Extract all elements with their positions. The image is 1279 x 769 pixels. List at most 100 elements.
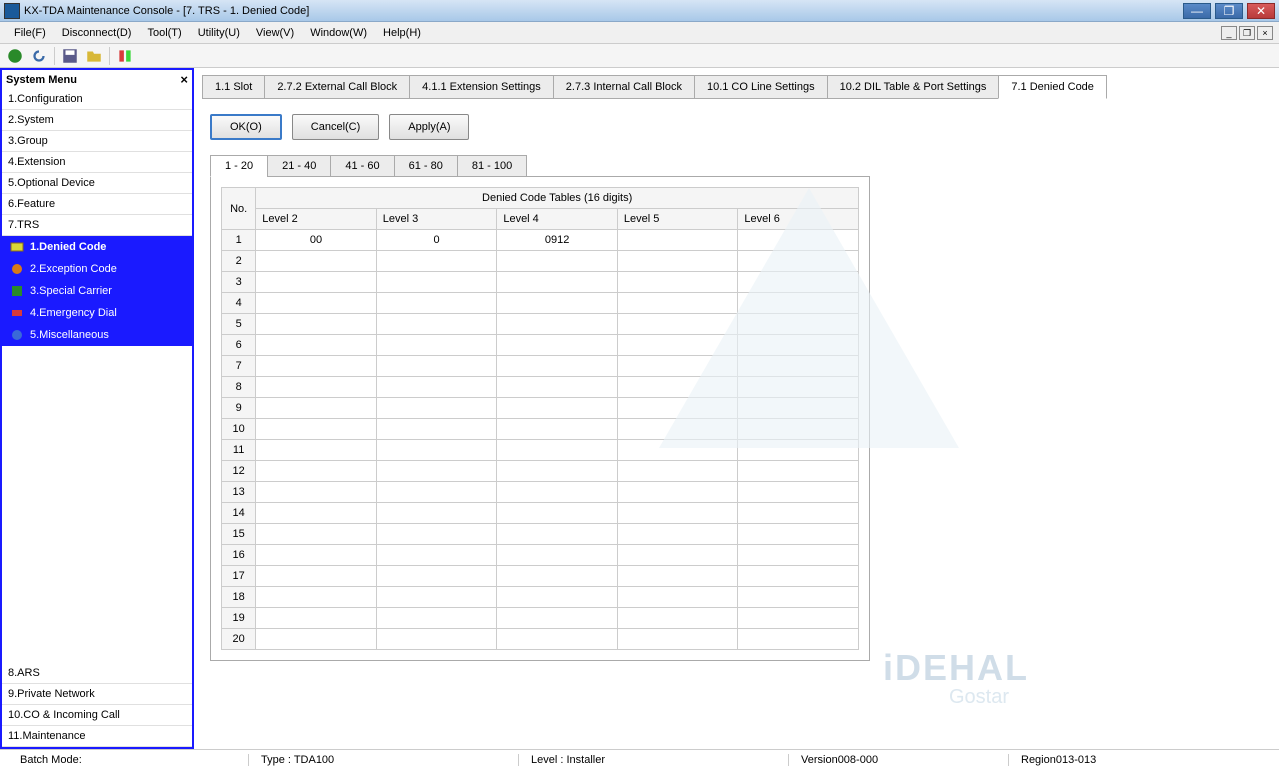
table-cell[interactable] — [497, 566, 618, 587]
table-cell[interactable] — [256, 419, 377, 440]
sidebar-item-private-network[interactable]: 9.Private Network — [2, 684, 192, 705]
table-cell[interactable] — [738, 587, 859, 608]
range-tab[interactable]: 21 - 40 — [267, 155, 331, 177]
table-cell[interactable] — [617, 272, 738, 293]
table-cell[interactable] — [738, 419, 859, 440]
table-cell[interactable] — [376, 482, 497, 503]
open-icon[interactable] — [85, 47, 103, 65]
table-cell[interactable] — [617, 314, 738, 335]
table-cell[interactable] — [738, 629, 859, 650]
table-cell[interactable]: 00 — [256, 230, 377, 251]
sidebar-item-system[interactable]: 2.System — [2, 110, 192, 131]
table-cell[interactable] — [497, 419, 618, 440]
table-cell[interactable] — [256, 608, 377, 629]
menu-utility[interactable]: Utility(U) — [190, 25, 248, 41]
menu-file[interactable]: File(F) — [6, 25, 54, 41]
table-cell[interactable] — [617, 482, 738, 503]
table-column-header[interactable]: Level 6 — [738, 209, 859, 230]
table-column-header[interactable]: Level 2 — [256, 209, 377, 230]
table-cell[interactable] — [497, 335, 618, 356]
sidebar-item-optional-device[interactable]: 5.Optional Device — [2, 173, 192, 194]
table-cell[interactable] — [738, 440, 859, 461]
table-cell[interactable] — [617, 230, 738, 251]
sidebar-item-ars[interactable]: 8.ARS — [2, 663, 192, 684]
table-cell[interactable] — [617, 335, 738, 356]
table-cell[interactable] — [738, 356, 859, 377]
table-cell[interactable] — [617, 524, 738, 545]
table-cell[interactable] — [376, 440, 497, 461]
table-cell[interactable] — [497, 398, 618, 419]
table-cell[interactable] — [738, 608, 859, 629]
table-cell[interactable] — [738, 524, 859, 545]
table-cell[interactable] — [256, 587, 377, 608]
table-cell[interactable] — [617, 608, 738, 629]
table-cell[interactable] — [497, 440, 618, 461]
sidebar-item-group[interactable]: 3.Group — [2, 131, 192, 152]
table-cell[interactable] — [738, 398, 859, 419]
save-icon[interactable] — [61, 47, 79, 65]
sidebar-sub-miscellaneous[interactable]: 5.Miscellaneous — [2, 324, 192, 346]
sidebar-sub-denied-code[interactable]: 1.Denied Code — [2, 236, 192, 258]
table-cell[interactable] — [376, 545, 497, 566]
range-tab[interactable]: 1 - 20 — [210, 155, 268, 177]
table-cell[interactable] — [497, 272, 618, 293]
table-cell[interactable] — [256, 272, 377, 293]
help-icon[interactable] — [116, 47, 134, 65]
table-cell[interactable] — [617, 356, 738, 377]
table-cell[interactable] — [617, 545, 738, 566]
minimize-button[interactable]: — — [1183, 3, 1211, 19]
range-tab[interactable]: 81 - 100 — [457, 155, 527, 177]
table-cell[interactable] — [497, 293, 618, 314]
mdi-minimize-button[interactable]: _ — [1221, 26, 1237, 40]
menu-disconnect[interactable]: Disconnect(D) — [54, 25, 140, 41]
table-cell[interactable] — [376, 419, 497, 440]
top-tab[interactable]: 1.1 Slot — [202, 75, 265, 99]
table-cell[interactable] — [376, 524, 497, 545]
table-cell[interactable] — [376, 335, 497, 356]
table-cell[interactable] — [256, 293, 377, 314]
sidebar-item-configuration[interactable]: 1.Configuration — [2, 89, 192, 110]
menu-window[interactable]: Window(W) — [302, 25, 375, 41]
table-cell[interactable] — [256, 251, 377, 272]
table-cell[interactable] — [738, 503, 859, 524]
table-cell[interactable] — [617, 377, 738, 398]
table-cell[interactable] — [617, 398, 738, 419]
table-cell[interactable] — [376, 461, 497, 482]
table-cell[interactable] — [617, 461, 738, 482]
menu-view[interactable]: View(V) — [248, 25, 302, 41]
table-cell[interactable] — [376, 587, 497, 608]
connect-icon[interactable] — [6, 47, 24, 65]
table-cell[interactable] — [256, 335, 377, 356]
range-tab[interactable]: 61 - 80 — [394, 155, 458, 177]
table-cell[interactable] — [738, 251, 859, 272]
top-tab[interactable]: 7.1 Denied Code — [998, 75, 1107, 99]
top-tab[interactable]: 2.7.3 Internal Call Block — [553, 75, 695, 99]
table-cell[interactable] — [617, 251, 738, 272]
table-cell[interactable] — [376, 503, 497, 524]
table-cell[interactable] — [497, 524, 618, 545]
table-cell[interactable] — [497, 545, 618, 566]
table-cell[interactable] — [256, 314, 377, 335]
sidebar-item-trs[interactable]: 7.TRS — [2, 215, 192, 236]
table-cell[interactable] — [256, 398, 377, 419]
table-cell[interactable] — [617, 503, 738, 524]
top-tab[interactable]: 2.7.2 External Call Block — [264, 75, 410, 99]
table-cell[interactable] — [617, 419, 738, 440]
table-cell[interactable] — [376, 566, 497, 587]
sidebar-sub-exception-code[interactable]: 2.Exception Code — [2, 258, 192, 280]
table-cell[interactable] — [256, 629, 377, 650]
table-cell[interactable] — [617, 587, 738, 608]
sidebar-close-button[interactable]: × — [180, 72, 188, 87]
table-cell[interactable] — [376, 293, 497, 314]
table-cell[interactable] — [738, 272, 859, 293]
close-button[interactable]: ✕ — [1247, 3, 1275, 19]
table-cell[interactable] — [497, 377, 618, 398]
table-cell[interactable]: 0912 — [497, 230, 618, 251]
mdi-restore-button[interactable]: ❐ — [1239, 26, 1255, 40]
maximize-button[interactable]: ❐ — [1215, 3, 1243, 19]
table-cell[interactable] — [617, 629, 738, 650]
menu-tool[interactable]: Tool(T) — [139, 25, 189, 41]
table-cell[interactable] — [256, 566, 377, 587]
table-cell[interactable] — [497, 251, 618, 272]
table-cell[interactable] — [738, 461, 859, 482]
